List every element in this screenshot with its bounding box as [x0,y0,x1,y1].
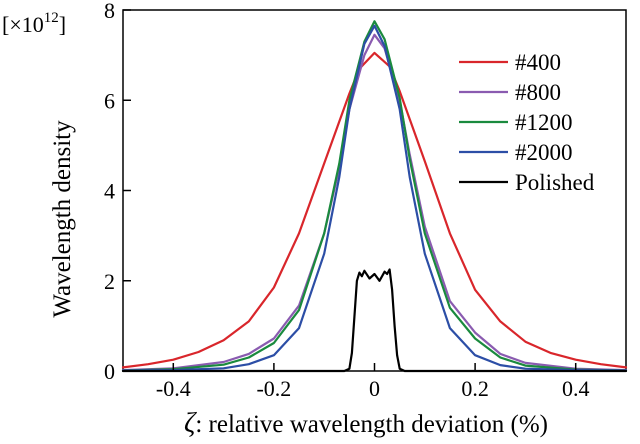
series-line-grit-1200 [121,20,628,372]
x-tick-label: -0.4 [156,376,191,401]
series-line-grit-800 [121,33,628,372]
series-line-polished [121,268,628,373]
legend-label: #2000 [515,140,573,165]
x-tick-label: 0.4 [562,376,590,401]
series-group [121,20,628,373]
legend-label: #800 [515,80,561,105]
x-axis: -0.4 -0.2 0 0.2 0.4 [156,363,590,401]
y-tick-label: 6 [104,88,115,113]
x-tick-label: -0.2 [256,376,291,401]
legend-label: Polished [515,170,595,195]
y-scale-label: [×1012] [2,10,66,37]
y-tick-label: 8 [104,0,115,23]
series-line-grit-400 [121,51,628,369]
x-tick-label: 0.2 [461,376,489,401]
y-axis-title: Wavelength density [49,120,76,318]
x-axis-title: ζ: relative wavelength deviation (%) [184,408,548,439]
series-line-grit-2000 [121,24,628,372]
legend-label: #400 [515,50,561,75]
y-tick-label: 4 [104,179,115,204]
legend: #400 #800 #1200 #2000 Polished [459,50,595,195]
y-axis: 0 2 4 6 8 [104,0,131,384]
legend-label: #1200 [515,110,573,135]
y-tick-label: 2 [104,269,115,294]
y-tick-label: 0 [104,359,115,384]
x-tick-label: 0 [369,376,380,401]
